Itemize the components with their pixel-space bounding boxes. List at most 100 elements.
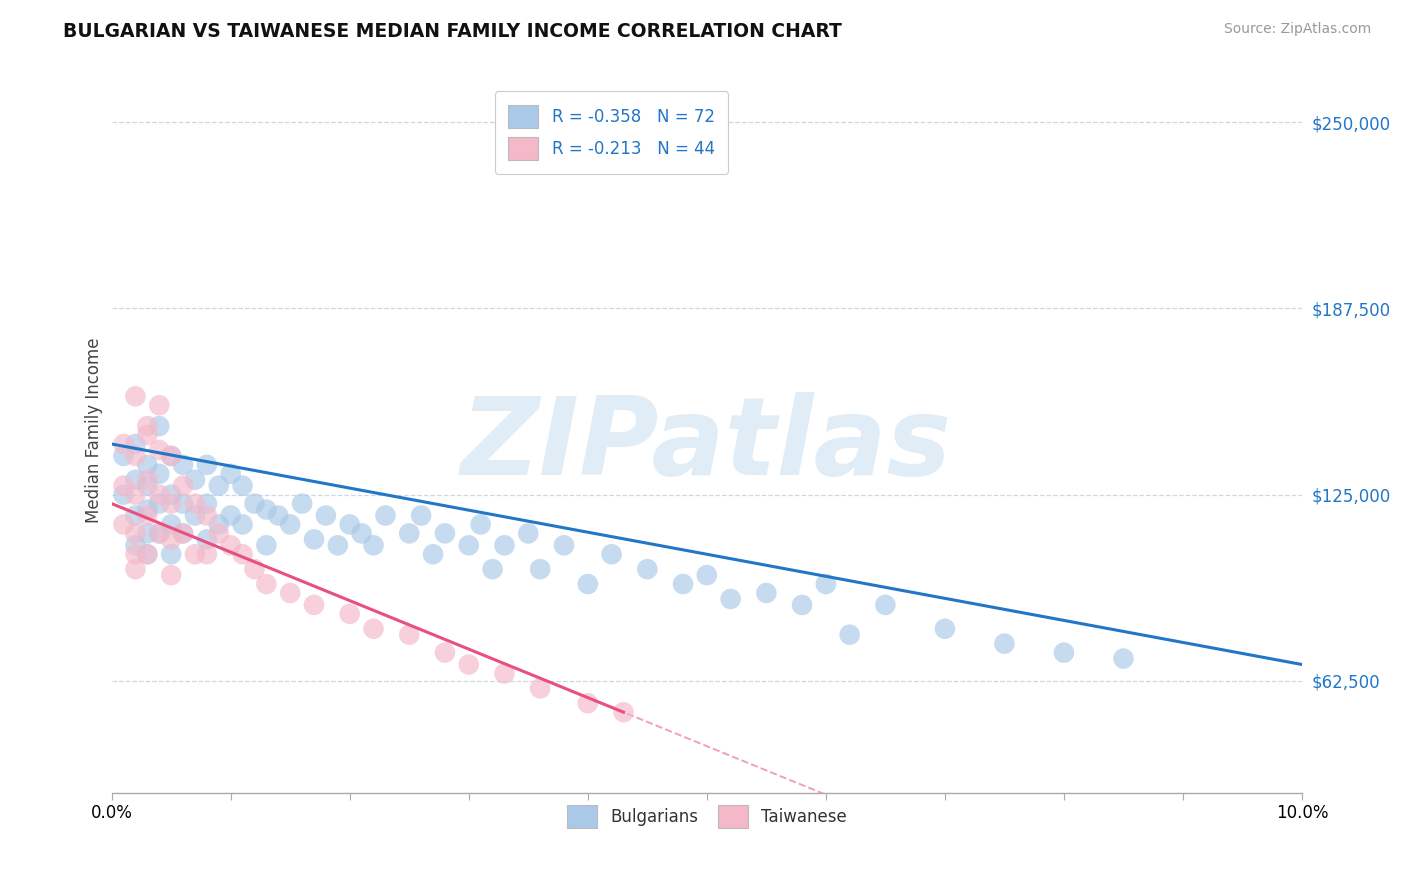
Point (195, 533, 218, 547)
Point (160, 449, 183, 463)
Point (172, 497, 194, 511)
Point (124, 437, 146, 451)
Point (195, 508, 218, 523)
Point (148, 467, 170, 481)
Point (124, 389, 146, 403)
Point (136, 428, 159, 442)
Point (363, 622, 385, 636)
Point (172, 458, 194, 472)
Point (315, 508, 337, 523)
Point (184, 508, 207, 523)
Point (124, 488, 146, 502)
Point (600, 547, 623, 561)
Point (136, 473, 159, 487)
Point (172, 526, 194, 541)
Point (208, 479, 231, 493)
Point (148, 398, 170, 412)
Point (148, 442, 170, 457)
Point (136, 419, 159, 434)
Point (232, 479, 254, 493)
Text: Source: ZipAtlas.com: Source: ZipAtlas.com (1223, 22, 1371, 37)
Point (208, 517, 231, 532)
Point (112, 437, 135, 451)
Point (148, 419, 170, 434)
Point (672, 577, 695, 591)
Point (1112, 651, 1135, 665)
Point (195, 458, 218, 472)
Point (457, 538, 479, 552)
Point (124, 547, 146, 561)
Point (136, 547, 159, 561)
Point (160, 488, 183, 502)
Point (184, 497, 207, 511)
Point (553, 538, 575, 552)
Point (124, 538, 146, 552)
Point (291, 497, 314, 511)
Point (136, 526, 159, 541)
Point (136, 479, 159, 493)
Point (636, 562, 658, 576)
Point (529, 562, 551, 576)
Point (136, 508, 159, 523)
Point (529, 681, 551, 696)
Point (124, 473, 146, 487)
Point (934, 622, 956, 636)
Point (494, 666, 516, 681)
Point (374, 508, 396, 523)
Point (363, 538, 385, 552)
Point (398, 628, 420, 642)
Point (302, 533, 325, 547)
Point (124, 508, 146, 523)
Point (612, 705, 634, 719)
Point (112, 517, 135, 532)
Point (411, 508, 433, 523)
Point (470, 517, 492, 532)
Point (696, 568, 718, 582)
Point (254, 577, 277, 591)
Point (124, 449, 146, 463)
Point (112, 488, 135, 502)
Legend: Bulgarians, Taiwanese: Bulgarians, Taiwanese (560, 798, 853, 835)
Point (243, 562, 266, 576)
Point (755, 586, 778, 600)
Point (219, 508, 242, 523)
Point (339, 607, 361, 621)
Point (278, 517, 301, 532)
Point (232, 517, 254, 532)
Point (160, 497, 183, 511)
Point (172, 526, 194, 541)
Point (433, 526, 456, 541)
Point (112, 449, 135, 463)
Point (195, 547, 218, 561)
Point (160, 568, 183, 582)
Point (195, 497, 218, 511)
Point (517, 526, 540, 541)
Point (148, 488, 170, 502)
Point (481, 562, 503, 576)
Point (422, 547, 444, 561)
Point (267, 508, 290, 523)
Point (720, 591, 742, 606)
Point (136, 458, 159, 472)
Point (124, 526, 146, 541)
Point (243, 497, 266, 511)
Point (278, 586, 301, 600)
Point (160, 449, 183, 463)
Point (160, 547, 183, 561)
Point (875, 598, 897, 612)
Point (576, 577, 599, 591)
Point (814, 577, 837, 591)
Point (219, 467, 242, 481)
Point (208, 526, 231, 541)
Point (433, 646, 456, 660)
Point (838, 628, 860, 642)
Point (160, 533, 183, 547)
Point (232, 547, 254, 561)
Y-axis label: Median Family Income: Median Family Income (86, 338, 103, 524)
Point (160, 517, 183, 532)
Point (1053, 646, 1076, 660)
Point (790, 598, 813, 612)
Point (993, 637, 1015, 651)
Point (254, 538, 277, 552)
Point (148, 497, 170, 511)
